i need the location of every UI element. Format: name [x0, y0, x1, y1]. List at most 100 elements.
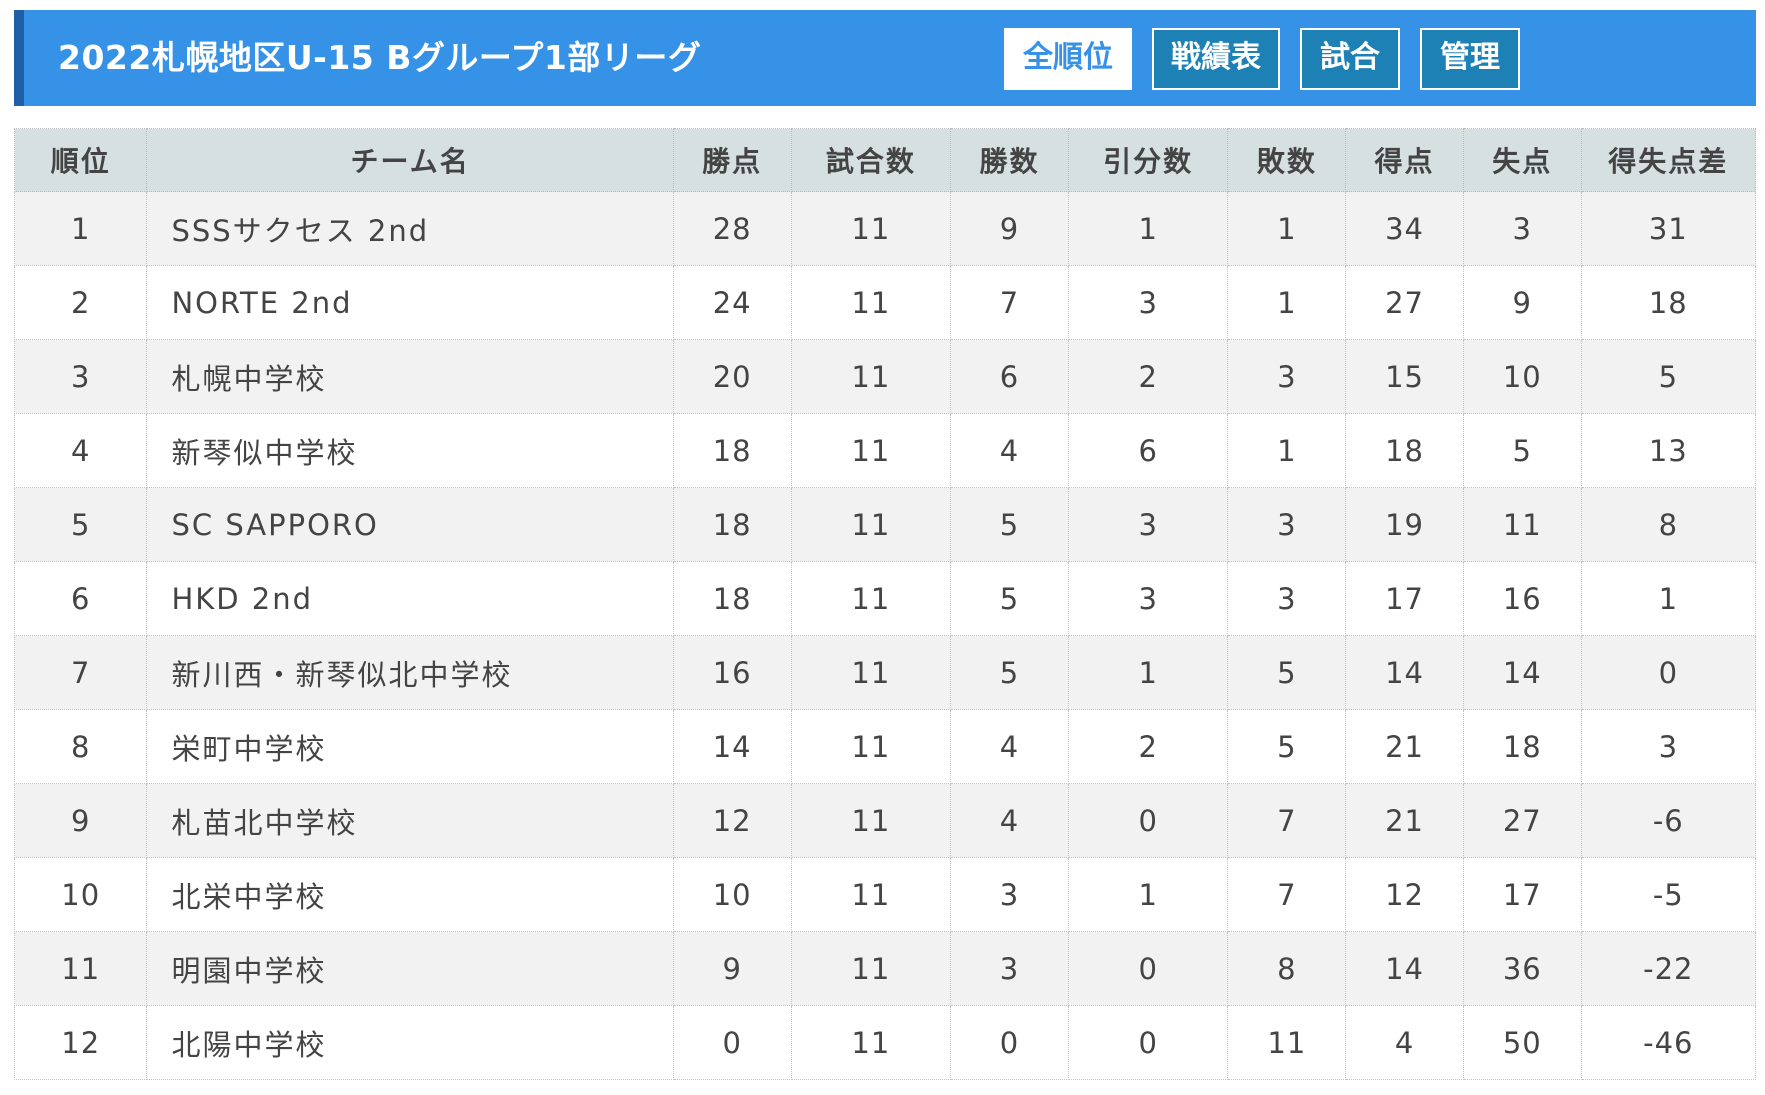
points-cell: 12: [672, 783, 792, 858]
points-cell: 20: [672, 339, 792, 414]
goal-diff-cell: -6: [1580, 783, 1757, 858]
goal-diff-cell: 8: [1580, 487, 1757, 562]
goals-against-cell: 11: [1462, 487, 1582, 562]
matches-button[interactable]: 試合: [1300, 28, 1400, 90]
goal-diff-cell: 31: [1580, 191, 1757, 266]
team-name-cell: NORTE 2nd: [146, 265, 674, 340]
wins-cell: 4: [950, 783, 1069, 858]
losses-cell: 3: [1227, 487, 1347, 562]
goals-against-cell: 17: [1462, 857, 1582, 932]
col-header-goals-against: 失点: [1462, 128, 1582, 192]
table-row: 1 SSSサクセス 2nd 28 11 9 1 1 34 3 31: [13, 191, 1757, 266]
goal-diff-cell: 0: [1580, 635, 1757, 710]
table-header-row: 順位 チーム名 勝点 試合数 勝数 引分数 敗数 得点 失点 得失点差: [13, 128, 1757, 192]
rank-cell: 9: [13, 783, 148, 858]
wins-cell: 3: [950, 857, 1069, 932]
goals-for-cell: 21: [1345, 709, 1464, 784]
wins-cell: 6: [950, 339, 1069, 414]
table-row: 7 新川西・新琴似北中学校 16 11 5 1 5 14 14 0: [13, 635, 1757, 710]
team-name-cell: HKD 2nd: [146, 561, 674, 636]
draws-cell: 1: [1067, 191, 1229, 266]
losses-cell: 1: [1227, 265, 1347, 340]
table-row: 8 栄町中学校 14 11 4 2 5 21 18 3: [13, 709, 1757, 784]
goals-for-cell: 21: [1345, 783, 1464, 858]
rank-cell: 3: [13, 339, 148, 414]
wins-cell: 5: [950, 561, 1069, 636]
draws-cell: 0: [1067, 783, 1229, 858]
points-cell: 10: [672, 857, 792, 932]
goals-for-cell: 34: [1345, 191, 1464, 266]
draws-cell: 2: [1067, 339, 1229, 414]
table-row: 12 北陽中学校 0 11 0 0 11 4 50 -46: [13, 1005, 1757, 1080]
points-cell: 18: [672, 487, 792, 562]
col-header-rank: 順位: [13, 128, 148, 192]
table-row: 3 札幌中学校 20 11 6 2 3 15 10 5: [13, 339, 1757, 414]
played-cell: 11: [790, 339, 952, 414]
rank-cell: 4: [13, 413, 148, 488]
goals-for-cell: 19: [1345, 487, 1464, 562]
admin-button[interactable]: 管理: [1420, 28, 1520, 90]
team-name-cell: 北栄中学校: [146, 857, 674, 932]
table-row: 9 札苗北中学校 12 11 4 0 7 21 27 -6: [13, 783, 1757, 858]
col-header-team: チーム名: [146, 128, 674, 192]
goals-against-cell: 3: [1462, 191, 1582, 266]
all-standings-button[interactable]: 全順位: [1004, 28, 1132, 90]
points-cell: 9: [672, 931, 792, 1006]
played-cell: 11: [790, 635, 952, 710]
played-cell: 11: [790, 561, 952, 636]
draws-cell: 6: [1067, 413, 1229, 488]
points-cell: 28: [672, 191, 792, 266]
goals-for-cell: 17: [1345, 561, 1464, 636]
goals-for-cell: 15: [1345, 339, 1464, 414]
rank-cell: 11: [13, 931, 148, 1006]
goals-for-cell: 18: [1345, 413, 1464, 488]
col-header-losses: 敗数: [1227, 128, 1347, 192]
draws-cell: 3: [1067, 265, 1229, 340]
col-header-goal-diff: 得失点差: [1580, 128, 1757, 192]
results-table-button[interactable]: 戦績表: [1152, 28, 1280, 90]
goal-diff-cell: 13: [1580, 413, 1757, 488]
losses-cell: 1: [1227, 191, 1347, 266]
rank-cell: 2: [13, 265, 148, 340]
draws-cell: 3: [1067, 487, 1229, 562]
table-row: 4 新琴似中学校 18 11 4 6 1 18 5 13: [13, 413, 1757, 488]
losses-cell: 1: [1227, 413, 1347, 488]
rank-cell: 6: [13, 561, 148, 636]
rank-cell: 5: [13, 487, 148, 562]
rank-cell: 7: [13, 635, 148, 710]
losses-cell: 3: [1227, 561, 1347, 636]
played-cell: 11: [790, 857, 952, 932]
col-header-goals-for: 得点: [1345, 128, 1464, 192]
losses-cell: 7: [1227, 783, 1347, 858]
goals-for-cell: 4: [1345, 1005, 1464, 1080]
goals-for-cell: 14: [1345, 635, 1464, 710]
draws-cell: 2: [1067, 709, 1229, 784]
goals-against-cell: 50: [1462, 1005, 1582, 1080]
rank-cell: 10: [13, 857, 148, 932]
table-row: 6 HKD 2nd 18 11 5 3 3 17 16 1: [13, 561, 1757, 636]
rank-cell: 1: [13, 191, 148, 266]
draws-cell: 1: [1067, 635, 1229, 710]
table-row: 5 SC SAPPORO 18 11 5 3 3 19 11 8: [13, 487, 1757, 562]
losses-cell: 8: [1227, 931, 1347, 1006]
goal-diff-cell: 3: [1580, 709, 1757, 784]
losses-cell: 3: [1227, 339, 1347, 414]
col-header-played: 試合数: [790, 128, 952, 192]
losses-cell: 11: [1227, 1005, 1347, 1080]
draws-cell: 0: [1067, 1005, 1229, 1080]
played-cell: 11: [790, 265, 952, 340]
table-row: 2 NORTE 2nd 24 11 7 3 1 27 9 18: [13, 265, 1757, 340]
team-name-cell: SSSサクセス 2nd: [146, 191, 674, 266]
rank-cell: 8: [13, 709, 148, 784]
goal-diff-cell: 18: [1580, 265, 1757, 340]
standings-table: 順位 チーム名 勝点 試合数 勝数 引分数 敗数 得点 失点 得失点差 1 SSS…: [13, 128, 1757, 1080]
goals-against-cell: 36: [1462, 931, 1582, 1006]
team-name-cell: 新琴似中学校: [146, 413, 674, 488]
team-name-cell: SC SAPPORO: [146, 487, 674, 562]
table-row: 11 明園中学校 9 11 3 0 8 14 36 -22: [13, 931, 1757, 1006]
losses-cell: 5: [1227, 635, 1347, 710]
wins-cell: 4: [950, 709, 1069, 784]
draws-cell: 0: [1067, 931, 1229, 1006]
points-cell: 18: [672, 561, 792, 636]
wins-cell: 4: [950, 413, 1069, 488]
